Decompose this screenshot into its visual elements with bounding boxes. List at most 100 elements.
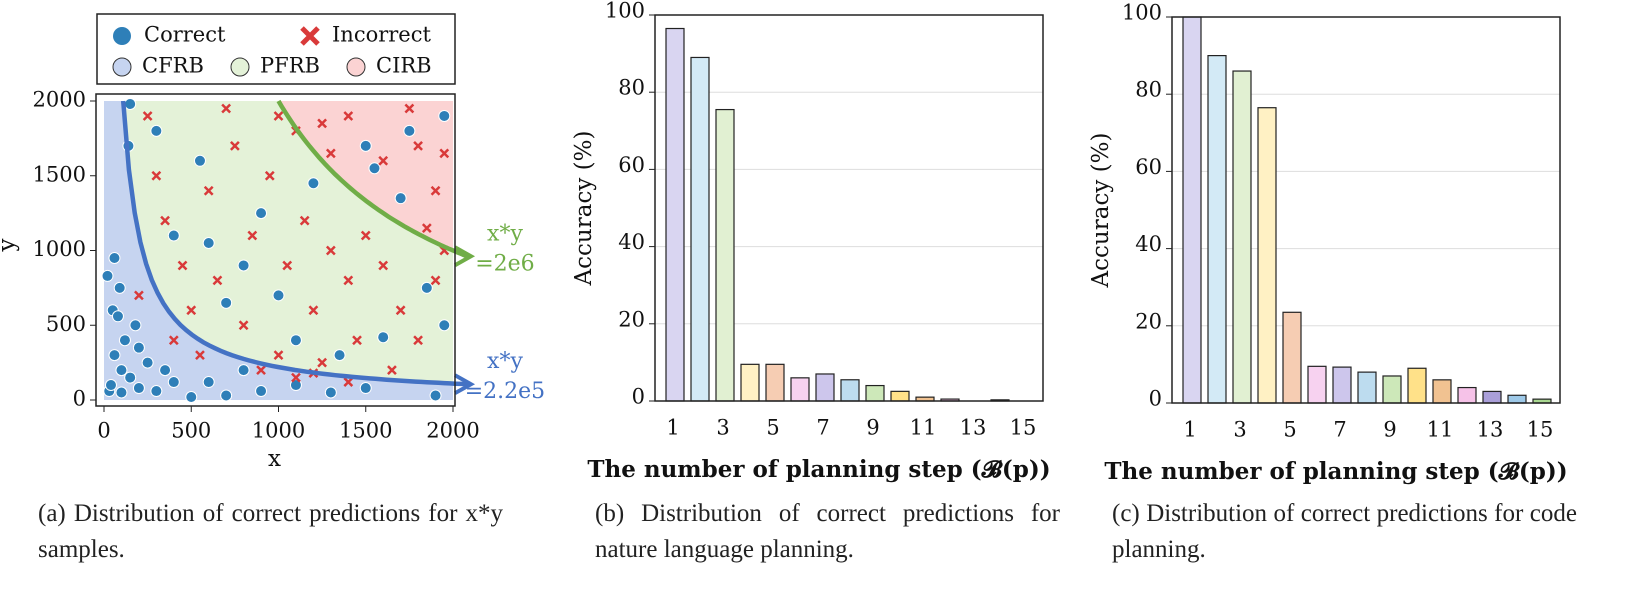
point	[395, 305, 406, 316]
point	[141, 356, 154, 369]
y-tick-label: 1000	[33, 237, 86, 261]
y-tick-label: 60	[618, 153, 645, 177]
point	[404, 103, 415, 114]
curve-value-label: =2e6	[475, 251, 534, 276]
point	[255, 207, 268, 220]
point	[203, 185, 214, 196]
x-tick-label: 1	[1183, 418, 1196, 442]
bar	[1432, 379, 1452, 404]
point	[394, 192, 407, 205]
point	[142, 111, 153, 121]
y-tick-label: 0	[632, 385, 645, 409]
x-tick-label: 1000	[252, 419, 305, 443]
point	[289, 379, 302, 392]
x-tick-label: 11	[910, 416, 937, 440]
x-tick-label: 5	[1283, 418, 1296, 442]
point	[272, 289, 285, 302]
legend-label: CIRB	[376, 54, 432, 78]
bar	[1357, 371, 1377, 404]
point	[421, 223, 432, 233]
point	[317, 118, 328, 129]
point	[101, 269, 114, 282]
caption: (b) Distribution of correct predictions …	[595, 500, 1060, 563]
point	[229, 140, 240, 151]
curve	[120, 100, 468, 387]
point	[289, 334, 302, 347]
y-axis-label: Accuracy (%)	[571, 131, 597, 287]
point	[429, 389, 442, 402]
point	[439, 148, 450, 159]
y-tick-label: 0	[73, 387, 86, 411]
x-tick-label: 500	[171, 419, 211, 443]
bar	[665, 27, 685, 402]
x-axis-label: x	[268, 446, 281, 472]
point	[111, 310, 124, 323]
point	[115, 364, 128, 377]
point	[237, 364, 250, 377]
point	[113, 281, 126, 294]
y-tick-label: 2000	[33, 88, 86, 112]
point	[193, 154, 206, 167]
point	[420, 281, 433, 294]
point	[160, 215, 170, 226]
legend-marker	[112, 57, 132, 77]
legend-marker	[300, 26, 320, 46]
point	[360, 230, 371, 241]
point	[378, 260, 389, 271]
y-tick-label: 20	[1135, 309, 1162, 333]
x-axis-label: The number of planning step (𝓑(p))	[1104, 458, 1567, 485]
point	[438, 319, 451, 332]
point	[413, 140, 423, 151]
y-tick-label: 80	[618, 76, 645, 100]
plot-frame	[654, 14, 1044, 402]
point	[177, 260, 188, 271]
point	[134, 290, 144, 301]
bar	[1257, 107, 1277, 404]
point	[220, 296, 233, 309]
y-axis-label: Accuracy (%)	[1088, 133, 1114, 289]
point	[430, 185, 441, 196]
x-tick-label: 3	[1233, 418, 1246, 442]
point	[343, 275, 354, 286]
legend-box	[96, 13, 456, 85]
point	[343, 377, 354, 387]
point	[186, 305, 197, 316]
point	[403, 124, 416, 137]
x-tick-label: 1	[666, 416, 679, 440]
bar	[1482, 390, 1502, 404]
bar	[865, 384, 885, 402]
y-tick-label: 0	[1149, 387, 1162, 411]
point	[220, 389, 233, 402]
x-tick-label: 9	[866, 416, 879, 440]
point	[352, 335, 362, 346]
x-tick-label: 3	[716, 416, 729, 440]
legend-marker	[346, 57, 366, 77]
bar	[765, 363, 785, 402]
bar	[1207, 54, 1227, 404]
point	[167, 376, 180, 389]
bar	[1507, 394, 1527, 404]
curve-label: x*y	[487, 221, 523, 246]
bar	[840, 379, 860, 402]
point	[359, 382, 372, 395]
bar	[715, 108, 735, 402]
legend-label: CFRB	[142, 54, 204, 78]
curve-label: x*y	[487, 349, 523, 374]
point	[430, 275, 441, 286]
point	[124, 371, 137, 384]
point	[185, 391, 198, 404]
x-axis-label: The number of planning step (𝓑(p))	[587, 456, 1050, 483]
bar	[890, 390, 910, 402]
y-tick-label: 80	[1135, 78, 1162, 102]
bar	[1182, 16, 1202, 404]
point	[167, 229, 180, 242]
point	[378, 155, 389, 166]
point	[343, 111, 354, 121]
point	[221, 103, 232, 114]
point	[151, 170, 162, 181]
point	[387, 365, 397, 375]
point	[124, 97, 137, 110]
x-tick-label: 5	[766, 416, 779, 440]
x-tick-label: 15	[1527, 418, 1554, 442]
